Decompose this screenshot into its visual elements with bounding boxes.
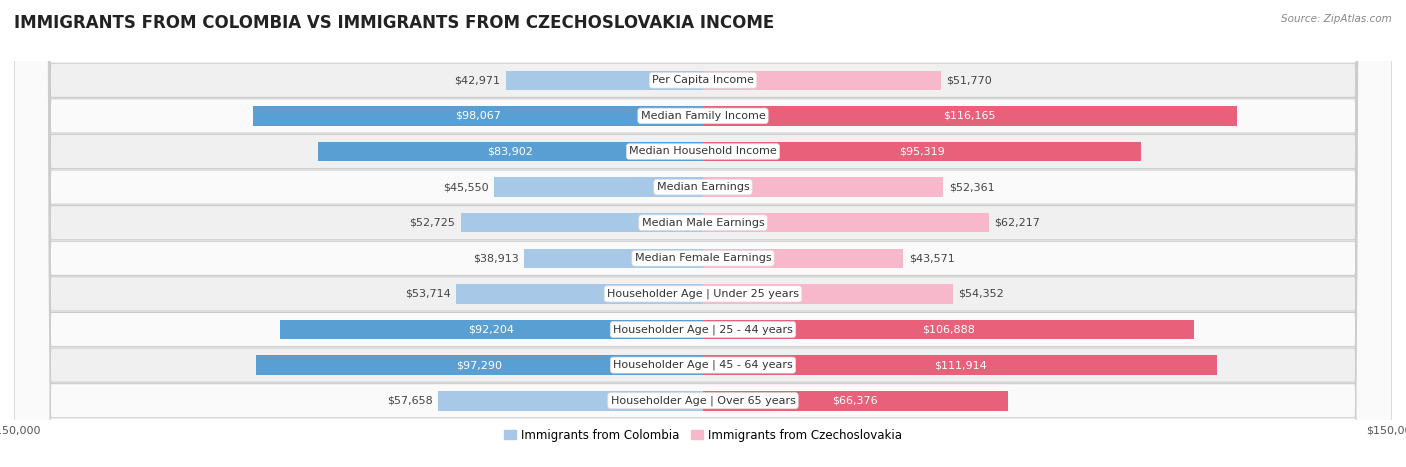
Bar: [703, 177, 943, 197]
Bar: [256, 355, 703, 375]
Text: $42,971: $42,971: [454, 75, 501, 85]
Bar: [506, 71, 703, 90]
Text: $116,165: $116,165: [943, 111, 995, 121]
FancyBboxPatch shape: [14, 0, 1392, 467]
Text: $111,914: $111,914: [934, 360, 987, 370]
Bar: [703, 248, 903, 268]
Text: Median Female Earnings: Median Female Earnings: [634, 253, 772, 263]
Text: Per Capita Income: Per Capita Income: [652, 75, 754, 85]
Text: Householder Age | Under 25 years: Householder Age | Under 25 years: [607, 289, 799, 299]
Text: $52,361: $52,361: [949, 182, 994, 192]
FancyBboxPatch shape: [14, 0, 1392, 467]
Text: $43,571: $43,571: [908, 253, 955, 263]
Text: Median Earnings: Median Earnings: [657, 182, 749, 192]
Text: $92,204: $92,204: [468, 325, 515, 334]
Text: $98,067: $98,067: [456, 111, 501, 121]
Bar: [703, 213, 988, 233]
FancyBboxPatch shape: [14, 0, 1392, 467]
Bar: [253, 106, 703, 126]
Legend: Immigrants from Colombia, Immigrants from Czechoslovakia: Immigrants from Colombia, Immigrants fro…: [499, 425, 907, 447]
FancyBboxPatch shape: [14, 0, 1392, 467]
Text: Householder Age | Over 65 years: Householder Age | Over 65 years: [610, 396, 796, 406]
Text: IMMIGRANTS FROM COLOMBIA VS IMMIGRANTS FROM CZECHOSLOVAKIA INCOME: IMMIGRANTS FROM COLOMBIA VS IMMIGRANTS F…: [14, 14, 775, 32]
Bar: [703, 71, 941, 90]
Text: Median Household Income: Median Household Income: [628, 147, 778, 156]
FancyBboxPatch shape: [14, 0, 1392, 467]
Text: $95,319: $95,319: [898, 147, 945, 156]
Bar: [280, 320, 703, 340]
FancyBboxPatch shape: [14, 0, 1392, 467]
Text: $45,550: $45,550: [443, 182, 488, 192]
Bar: [703, 142, 1140, 161]
Text: $52,725: $52,725: [409, 218, 456, 228]
Text: $54,352: $54,352: [957, 289, 1004, 299]
FancyBboxPatch shape: [14, 0, 1392, 467]
Text: Source: ZipAtlas.com: Source: ZipAtlas.com: [1281, 14, 1392, 24]
Bar: [703, 106, 1236, 126]
Bar: [461, 213, 703, 233]
Text: $38,913: $38,913: [472, 253, 519, 263]
Text: Median Family Income: Median Family Income: [641, 111, 765, 121]
Bar: [703, 355, 1218, 375]
Bar: [318, 142, 703, 161]
Text: $97,290: $97,290: [457, 360, 502, 370]
Bar: [703, 284, 953, 304]
FancyBboxPatch shape: [14, 0, 1392, 467]
Text: Median Male Earnings: Median Male Earnings: [641, 218, 765, 228]
Text: $53,714: $53,714: [405, 289, 451, 299]
FancyBboxPatch shape: [14, 0, 1392, 467]
Text: Householder Age | 45 - 64 years: Householder Age | 45 - 64 years: [613, 360, 793, 370]
Bar: [524, 248, 703, 268]
Bar: [439, 391, 703, 410]
Text: $83,902: $83,902: [488, 147, 533, 156]
Text: $51,770: $51,770: [946, 75, 993, 85]
Bar: [494, 177, 703, 197]
Text: $62,217: $62,217: [994, 218, 1040, 228]
Bar: [457, 284, 703, 304]
Text: $66,376: $66,376: [832, 396, 879, 406]
Text: $57,658: $57,658: [387, 396, 433, 406]
Text: $106,888: $106,888: [922, 325, 974, 334]
FancyBboxPatch shape: [14, 0, 1392, 467]
Text: Householder Age | 25 - 44 years: Householder Age | 25 - 44 years: [613, 324, 793, 335]
Bar: [703, 391, 1008, 410]
Bar: [703, 320, 1194, 340]
